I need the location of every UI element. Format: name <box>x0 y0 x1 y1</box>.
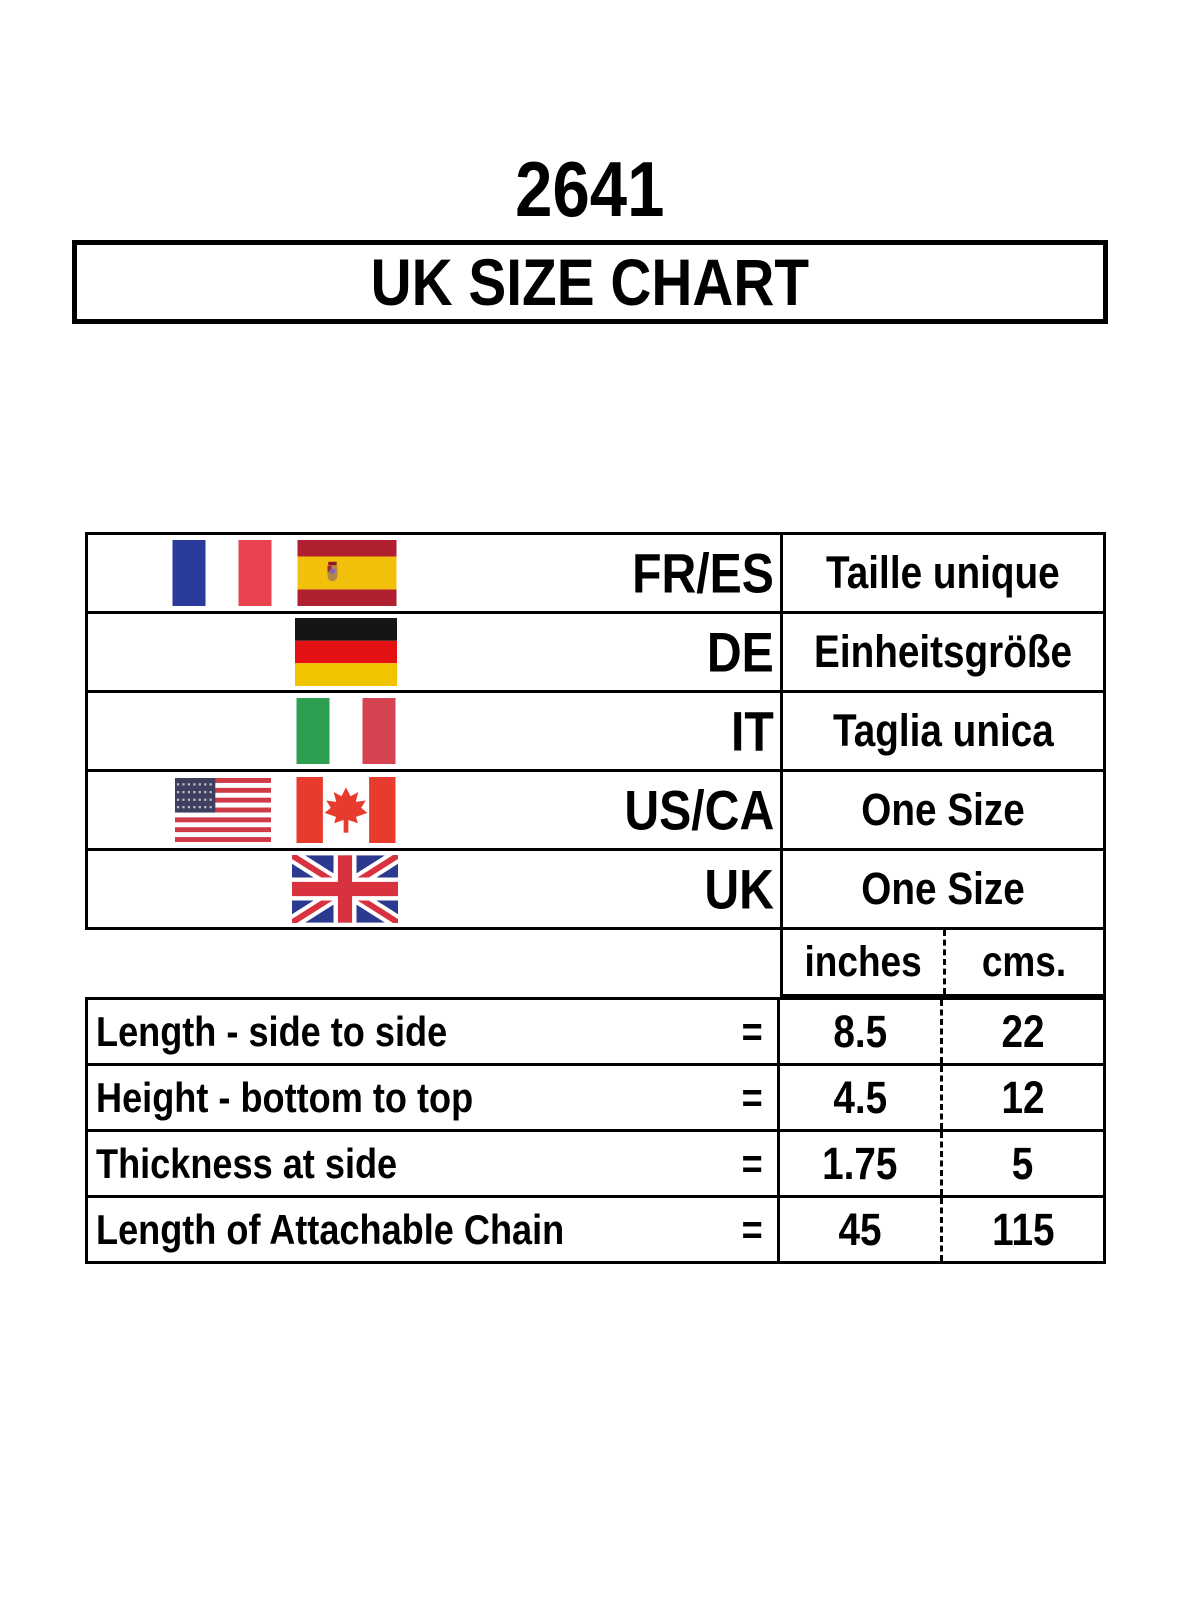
inches-value: 45 <box>838 1203 882 1255</box>
region-code: DE <box>707 620 774 684</box>
size-cell: One Size <box>783 851 1103 927</box>
cms-value: 5 <box>1012 1137 1034 1189</box>
measurement-label-cell: Length of Attachable Chain = <box>88 1198 780 1261</box>
inches-header: inches <box>804 937 922 986</box>
table-row-chain: Length of Attachable Chain = 45 115 <box>88 1195 1103 1261</box>
equals-sign: = <box>742 1139 764 1187</box>
chart-title: UK SIZE CHART <box>370 245 810 319</box>
region-code: UK <box>704 857 774 921</box>
region-size-table: FR/ES Taille unique DE Einheitsgröße <box>85 532 1106 930</box>
maple-leaf-icon <box>324 787 368 833</box>
inches-value: 4.5 <box>833 1071 887 1123</box>
size-value: One Size <box>861 863 1025 914</box>
inches-value-cell: 4.5 <box>780 1066 943 1129</box>
table-row-thickness: Thickness at side = 1.75 5 <box>88 1129 1103 1195</box>
table-row-length: Length - side to side = 8.5 22 <box>88 1000 1103 1063</box>
inches-value-cell: 1.75 <box>780 1132 943 1195</box>
uk-flag-icon <box>292 855 398 923</box>
measurement-label: Length - side to side <box>96 1007 448 1055</box>
table-row-de: DE Einheitsgröße <box>88 611 1103 690</box>
inches-value-cell: 8.5 <box>780 1000 943 1063</box>
cms-value: 22 <box>1001 1005 1045 1057</box>
germany-flag-icon <box>292 618 400 686</box>
chart-title-box: UK SIZE CHART <box>72 240 1108 324</box>
canada-flag-icon <box>292 777 400 843</box>
inches-header-cell: inches <box>783 930 946 994</box>
usa-flag-icon <box>170 778 276 842</box>
equals-sign: = <box>742 1073 764 1121</box>
flags-cell: DE <box>88 614 783 690</box>
cms-value-cell: 22 <box>943 1000 1103 1063</box>
equals-sign: = <box>742 1205 764 1253</box>
flags-cell: IT <box>88 693 783 769</box>
size-cell: One Size <box>783 772 1103 848</box>
table-row-uk: UK One Size <box>88 848 1103 927</box>
measurement-label: Height - bottom to top <box>96 1073 474 1121</box>
flags-cell: US/CA <box>88 772 783 848</box>
table-row-us-ca: US/CA One Size <box>88 769 1103 848</box>
table-row-fr-es: FR/ES Taille unique <box>88 535 1103 611</box>
table-row-height: Height - bottom to top = 4.5 12 <box>88 1063 1103 1129</box>
cms-value-cell: 12 <box>943 1066 1103 1129</box>
measurement-label-cell: Height - bottom to top = <box>88 1066 780 1129</box>
cms-value-cell: 5 <box>943 1132 1103 1195</box>
table-row-it: IT Taglia unica <box>88 690 1103 769</box>
italy-flag-icon <box>292 698 400 764</box>
cms-header-cell: cms. <box>946 930 1103 994</box>
size-value: Taille unique <box>826 547 1060 598</box>
measurement-label-cell: Thickness at side = <box>88 1132 780 1195</box>
measurement-label-cell: Length - side to side = <box>88 1000 780 1063</box>
size-value: One Size <box>861 784 1025 835</box>
inches-value-cell: 45 <box>780 1198 943 1261</box>
size-cell: Einheitsgröße <box>783 614 1103 690</box>
equals-sign: = <box>742 1007 764 1055</box>
measurements-table: Length - side to side = 8.5 22 Height - … <box>85 997 1106 1264</box>
product-code-text: 2641 <box>515 145 665 233</box>
cms-value: 12 <box>1001 1071 1045 1123</box>
cms-header: cms. <box>982 937 1067 986</box>
cms-value: 115 <box>991 1203 1055 1255</box>
size-cell: Taille unique <box>783 535 1103 611</box>
cms-value-cell: 115 <box>943 1198 1103 1261</box>
units-header-row: inches cms. <box>780 927 1106 997</box>
inches-value: 8.5 <box>833 1005 887 1057</box>
region-code: IT <box>731 699 774 763</box>
size-value: Einheitsgröße <box>813 626 1073 677</box>
region-code: FR/ES <box>632 541 774 605</box>
size-cell: Taglia unica <box>783 693 1103 769</box>
measurement-label: Thickness at side <box>96 1139 398 1187</box>
spain-emblem <box>327 561 338 582</box>
france-flag-icon <box>170 540 274 606</box>
product-code-title: 2641 <box>72 148 1108 230</box>
region-code: US/CA <box>624 778 774 842</box>
flags-cell: UK <box>88 851 783 927</box>
inches-value: 1.75 <box>822 1137 898 1189</box>
flags-cell: FR/ES <box>88 535 783 611</box>
spain-flag-icon <box>292 540 402 606</box>
measurement-label: Length of Attachable Chain <box>96 1205 565 1253</box>
size-value: Taglia unica <box>832 705 1054 756</box>
